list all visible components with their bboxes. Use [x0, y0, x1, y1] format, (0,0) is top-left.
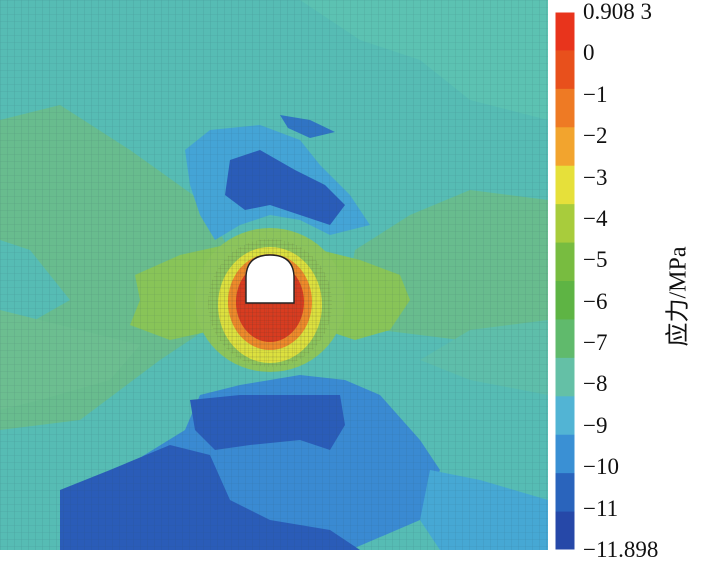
legend-tick-label: −6	[583, 288, 608, 314]
legend-tick-label: −9	[583, 412, 608, 438]
color-legend-bar	[554, 11, 576, 551]
legend-swatch	[555, 473, 575, 513]
legend-swatch	[555, 281, 575, 320]
legend-swatch	[555, 165, 575, 205]
legend-tick-label: −4	[583, 205, 608, 231]
legend-tick-label: −8	[583, 371, 608, 397]
legend-swatch	[555, 242, 575, 282]
legend-swatch	[555, 12, 575, 51]
legend-tick-label: −2	[583, 123, 608, 149]
legend-tick-label: −5	[583, 247, 608, 273]
legend-tick-label: 0.908 3	[583, 0, 652, 24]
legend-swatch	[555, 396, 575, 436]
legend-tick-label: −11.898	[583, 537, 659, 562]
legend-swatch	[555, 319, 575, 359]
legend-swatch	[555, 88, 575, 128]
legend-tick-label: −1	[583, 81, 608, 107]
legend-swatch	[555, 511, 575, 551]
legend-tick-label: −10	[583, 454, 619, 480]
legend-swatch	[555, 50, 575, 90]
legend-swatch	[555, 127, 575, 167]
legend-tick-label: −11	[583, 495, 619, 521]
legend-tick-label: −3	[583, 164, 608, 190]
legend-swatch	[555, 357, 575, 397]
legend-tick-label: 0	[583, 40, 595, 66]
legend-swatch	[555, 204, 575, 244]
legend-tick-label: −7	[583, 330, 608, 356]
legend-title: 应力/MPa	[665, 245, 692, 347]
legend-swatch	[555, 434, 575, 474]
